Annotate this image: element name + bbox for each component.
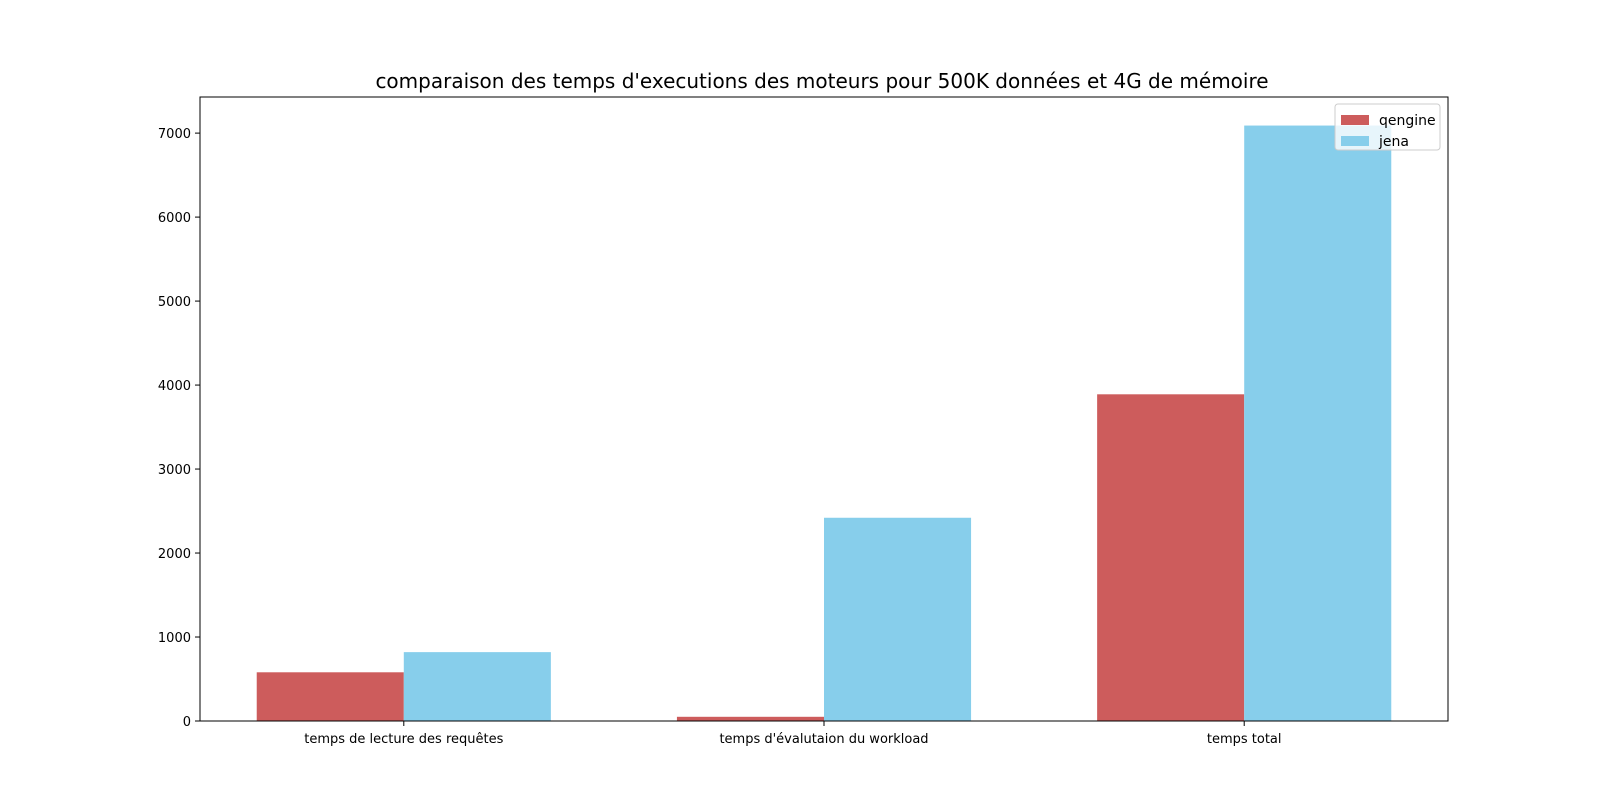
y-tick-label: 1000 [158, 631, 191, 646]
bars-layer [256, 125, 1392, 722]
plot-frame [199, 96, 1449, 722]
legend: qengine jena [1334, 103, 1441, 151]
legend-swatch-jena [1341, 136, 1369, 146]
x-tick-label: temps total [1207, 732, 1282, 747]
legend-label-qengine: qengine [1379, 113, 1436, 129]
bar-jena-0 [403, 652, 551, 721]
y-tick-label: 5000 [158, 295, 191, 310]
x-tick-label: temps d'évalutaion du workload [719, 732, 928, 747]
y-tick-label: 2000 [158, 547, 191, 562]
y-axis: 0 1000 2000 3000 4000 5000 6000 7000 [158, 127, 200, 730]
x-tick-label: temps de lecture des requêtes [304, 732, 503, 747]
bar-qengine-0 [256, 672, 404, 721]
bar-jena-2 [1244, 125, 1392, 722]
y-tick-label: 4000 [158, 379, 191, 394]
legend-swatch-qengine [1341, 115, 1369, 125]
y-tick-label: 7000 [158, 127, 191, 142]
bar-jena-1 [824, 517, 972, 721]
bar-qengine-1 [676, 716, 824, 721]
legend-label-jena: jena [1378, 134, 1409, 150]
y-tick-label: 6000 [158, 211, 191, 226]
chart-title: comparaison des temps d'executions des m… [375, 69, 1268, 93]
y-tick-label: 0 [183, 715, 191, 730]
x-axis: temps de lecture des requêtes temps d'éva… [304, 721, 1282, 747]
bar-qengine-2 [1097, 394, 1245, 721]
y-tick-label: 3000 [158, 463, 191, 478]
